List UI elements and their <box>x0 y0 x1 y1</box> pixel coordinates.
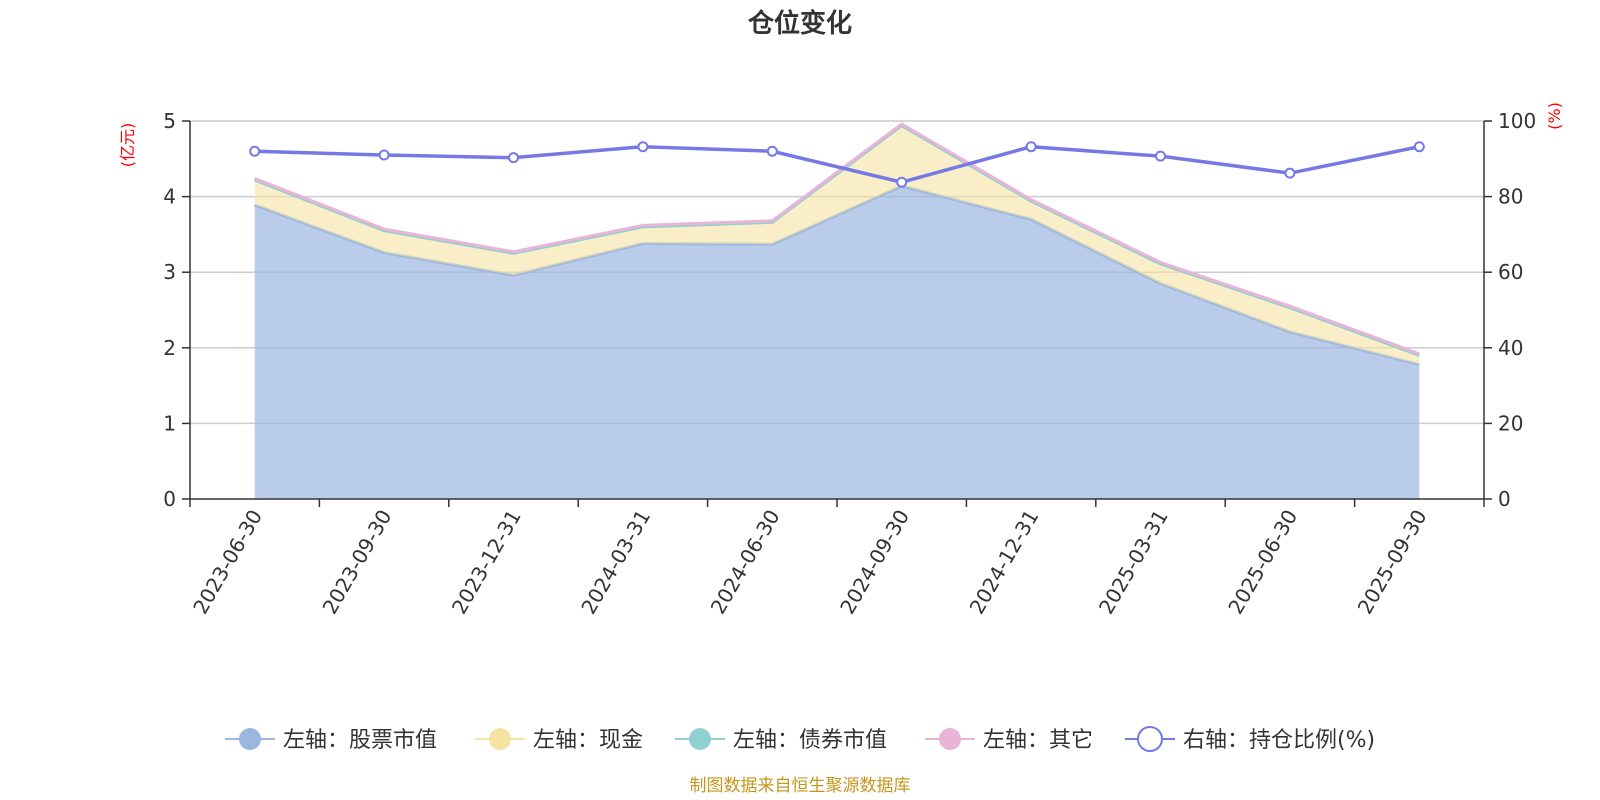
legend-label: 左轴：股票市值 <box>283 728 437 753</box>
legend-item[interactable]: 左轴：股票市值 <box>225 728 437 753</box>
legend[interactable]: 左轴：股票市值 左轴：现金 左轴：债券市值 左轴：其它 右轴：持仓比例(%) <box>225 726 1375 753</box>
area-edge-3 <box>254 122 1420 356</box>
legend-marker <box>689 728 711 750</box>
left-tick-label: 5 <box>163 109 176 133</box>
ratio-point <box>766 145 778 157</box>
ratio-line <box>254 144 1420 185</box>
right-tick-label: 0 <box>1498 487 1511 511</box>
right-tick-label: 80 <box>1498 185 1523 209</box>
ratio-point <box>1413 141 1425 153</box>
legend-label: 左轴：其它 <box>983 728 1093 753</box>
x-tick-label: 2023-06-30 <box>188 506 267 619</box>
left-tick-label: 4 <box>163 185 176 209</box>
right-tick-label: 60 <box>1498 260 1523 284</box>
area-0 <box>254 186 1420 500</box>
ratio-point <box>378 149 390 161</box>
right-tick-label: 40 <box>1498 336 1523 360</box>
x-tick-label: 2024-12-31 <box>965 506 1044 619</box>
left-tick-label: 3 <box>163 260 176 284</box>
left-tick-label: 2 <box>163 336 176 360</box>
chart-title: 仓位变化 <box>747 8 852 39</box>
legend-label: 左轴：债券市值 <box>733 728 887 753</box>
ratio-point <box>1155 150 1166 162</box>
source-note: 制图数据来自恒生聚源数据库 <box>690 776 911 796</box>
legend-marker <box>939 728 961 750</box>
right-tick-label: 100 <box>1498 109 1536 133</box>
left-tick-label: 1 <box>163 411 176 435</box>
right-tick-label: 20 <box>1498 411 1523 435</box>
x-tick-label: 2023-12-31 <box>447 506 526 619</box>
ratio-point <box>1025 141 1037 153</box>
ratio-point <box>1284 167 1296 179</box>
legend-item[interactable]: 左轴：其它 <box>925 728 1093 753</box>
legend-item[interactable]: 右轴：持仓比例(%) <box>1125 726 1375 753</box>
area-edge-0 <box>254 184 1420 366</box>
stacked-areas <box>254 122 1420 500</box>
legend-item[interactable]: 左轴：债券市值 <box>675 728 887 753</box>
x-tick-label: 2023-09-30 <box>318 506 397 619</box>
ratio-point <box>249 145 261 157</box>
x-tick-label: 2024-09-30 <box>835 506 914 619</box>
legend-label: 右轴：持仓比例(%) <box>1183 728 1375 753</box>
legend-label: 左轴：现金 <box>533 728 643 753</box>
left-tick-label: 0 <box>163 487 176 511</box>
x-tick-label: 2024-03-31 <box>576 506 655 619</box>
ratio-point <box>637 141 649 153</box>
legend-item[interactable]: 左轴：现金 <box>475 728 643 753</box>
x-tick-label: 2025-06-30 <box>1223 506 1302 619</box>
x-tick-label: 2025-09-30 <box>1353 506 1432 619</box>
right-axis-unit: (%) <box>1545 102 1564 130</box>
ratio-point <box>508 152 519 164</box>
legend-marker <box>1137 726 1163 752</box>
left-axis-unit: (亿元) <box>118 123 137 168</box>
ratio-point <box>896 176 908 188</box>
legend-marker <box>239 728 261 750</box>
ratio-line-series <box>249 141 1425 188</box>
x-tick-label: 2025-03-31 <box>1094 506 1173 619</box>
x-tick-label: 2024-06-30 <box>706 506 785 619</box>
legend-marker <box>489 728 511 750</box>
